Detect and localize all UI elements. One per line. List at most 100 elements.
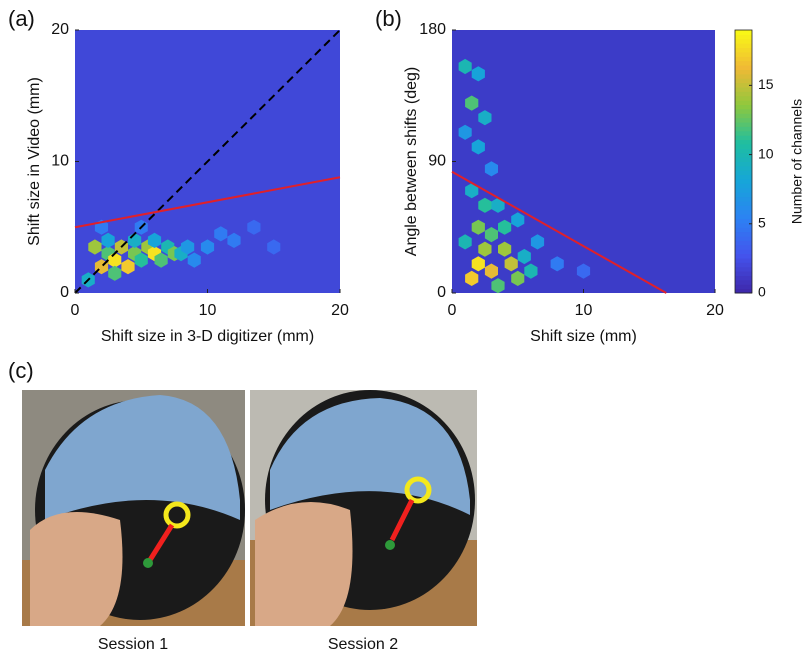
colorbar-cell [735,249,752,255]
x-tick-label: 10 [199,302,217,319]
hex-bin [108,265,122,281]
hex-bin [550,256,564,272]
colorbar-cell [735,231,752,237]
colorbar-cell [735,86,752,92]
x-tick-label: 0 [448,302,457,319]
colorbar-cell [735,51,752,57]
colorbar-cell [735,91,752,97]
hex-bin [458,234,472,250]
hex-bin [471,66,485,82]
colorbar-cell [735,148,752,154]
colorbar-cell [735,161,752,167]
hex-bin [491,197,505,213]
colorbar-cell [735,257,752,263]
y-tick-label: 180 [419,21,446,38]
colorbar-cell [735,139,752,145]
hex-bin [511,270,525,286]
hex-bin [576,263,591,279]
colorbar-cell [735,65,752,70]
hex-bin [478,110,492,126]
y-tick-label: 20 [51,21,69,38]
y-axis-label: Shift size in Video (mm) [26,77,43,246]
colorbar-tick-label: 10 [758,145,774,161]
colorbar-cell [735,192,752,198]
colorbar-cell [735,82,752,88]
hex-bin [478,241,492,257]
hex-bin [458,124,472,140]
colorbar-cell [735,157,752,162]
colorbar-cell [735,179,752,184]
y-tick-label: 0 [437,284,446,301]
colorbar-cell [735,135,752,141]
panel-label: (b) [375,6,402,31]
colorbar-cell [735,47,752,53]
hex-bin [101,232,115,248]
colorbar-cell [735,108,752,114]
colorbar-cell [735,196,752,202]
colorbar-cell [735,187,752,193]
x-axis-label: Shift size (mm) [530,328,637,345]
colorbar-tick-label: 5 [758,214,766,230]
colorbar-cell [735,165,752,171]
hex-bin [524,263,538,279]
colorbar-cell [735,143,752,149]
hex-bin [458,58,472,75]
colorbar-cell [735,69,752,75]
hex-bin [187,252,201,268]
hex-bin [121,259,135,275]
colorbar-cell [735,130,752,136]
hex-bin [491,278,505,294]
fit-line [74,176,341,229]
colorbar-cell [735,218,752,224]
hex-bin [471,256,485,272]
y-tick-label: 90 [428,153,446,170]
hex-bin [88,239,102,255]
colorbar-tick-label: 15 [758,76,774,92]
colorbar-cell [735,100,752,106]
colorbar-cell [735,209,752,215]
hex-bin [200,239,215,255]
colorbar-cell [735,122,752,127]
colorbar-cell [735,43,752,49]
hex-bin [267,239,281,255]
colorbar-cell [735,284,752,290]
hex-bin [530,234,545,250]
colorbar-cell [735,236,752,241]
hex-bin [134,252,148,268]
hex-bin [484,161,498,177]
colorbar-cell [735,95,752,101]
hex-bin [247,219,261,235]
colorbar-cell [735,205,752,211]
colorbar-cell [735,271,752,276]
colorbar-cell [735,60,752,66]
colorbar-cell [735,227,752,233]
colorbar-cell [735,152,752,158]
hex-bin [511,212,525,228]
y-tick-label: 10 [51,153,69,170]
colorbar-cell [735,200,752,206]
colorbar-cell [735,266,752,272]
colorbar-cell [735,104,752,110]
photo-session-2 [250,390,477,626]
photo-session-1 [22,390,245,626]
plot-area [452,30,715,293]
x-tick-label: 20 [331,302,349,319]
hex-bin [498,219,512,235]
y-tick-label: 0 [60,284,69,301]
panel-label: (c) [8,358,34,383]
colorbar-cell [735,56,752,62]
colorbar-cell [735,288,752,294]
colorbar-cell [735,78,752,84]
x-tick-label: 20 [706,302,724,319]
hex-bin [471,139,485,155]
colorbar-cell [735,214,752,219]
hex-bin [108,252,122,268]
fit-line [451,170,667,294]
colorbar-cell [735,275,752,281]
hex-bin [517,248,531,265]
hex-bin [227,232,241,248]
colorbar-tick-label: 0 [758,284,766,300]
colorbar-cell [735,244,752,250]
x-tick-label: 0 [71,302,80,319]
hex-bin [478,197,492,213]
